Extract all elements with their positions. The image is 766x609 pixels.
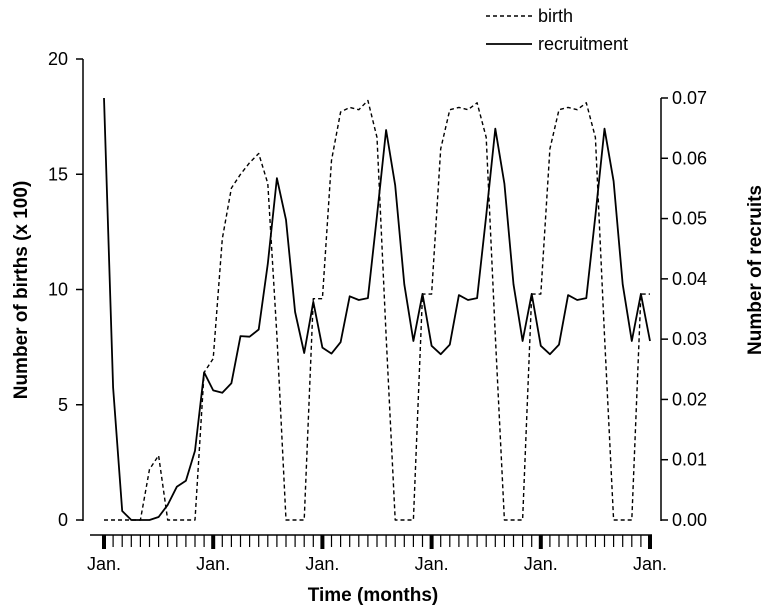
left-axis-title: Number of births (x 100)	[11, 181, 32, 400]
right-tick-label: 0.01	[672, 450, 707, 470]
series-recruitment-line	[104, 98, 650, 520]
right-tick-label: 0.06	[672, 148, 707, 168]
x-tick-label: Jan.	[415, 554, 449, 574]
left-tick-label: 5	[58, 395, 68, 415]
right-axis-title: Number of recruits	[745, 185, 766, 355]
right-tick-label: 0.05	[672, 209, 707, 229]
legend-birth-label: birth	[538, 6, 573, 26]
x-tick-label: Jan.	[633, 554, 667, 574]
x-major-tick-mark	[320, 535, 324, 549]
left-tick-label: 0	[58, 510, 68, 530]
left-tick-label: 15	[48, 164, 68, 184]
right-tick-label: 0.07	[672, 88, 707, 108]
series-birth-line	[104, 101, 650, 521]
legend-recruitment-label: recruitment	[538, 34, 628, 54]
x-axis-ticks: Jan. Jan. Jan. Jan. Jan. Jan.	[87, 535, 667, 574]
right-axis-ticks: 0.00 0.01 0.02 0.03 0.04 0.05 0.06 0.07	[661, 88, 707, 530]
legend: birth recruitment	[486, 6, 628, 54]
x-tick-label: Jan.	[524, 554, 558, 574]
right-tick-label: 0.00	[672, 510, 707, 530]
x-major-tick-mark	[539, 535, 543, 549]
right-tick-label: 0.03	[672, 329, 707, 349]
x-tick-label: Jan.	[305, 554, 339, 574]
right-tick-label: 0.04	[672, 269, 707, 289]
left-tick-label: 10	[48, 280, 68, 300]
x-tick-label: Jan.	[87, 554, 121, 574]
left-axis-ticks: 0 5 10 15 20	[48, 49, 83, 530]
x-major-tick-mark	[648, 535, 652, 549]
x-major-tick-mark	[430, 535, 434, 549]
left-tick-label: 20	[48, 49, 68, 69]
series-layer	[104, 98, 650, 520]
right-tick-label: 0.02	[672, 389, 707, 409]
x-axis-title: Time (months)	[308, 585, 439, 606]
x-major-tick-mark	[211, 535, 215, 549]
x-tick-label: Jan.	[196, 554, 230, 574]
x-major-tick-mark	[102, 535, 106, 549]
